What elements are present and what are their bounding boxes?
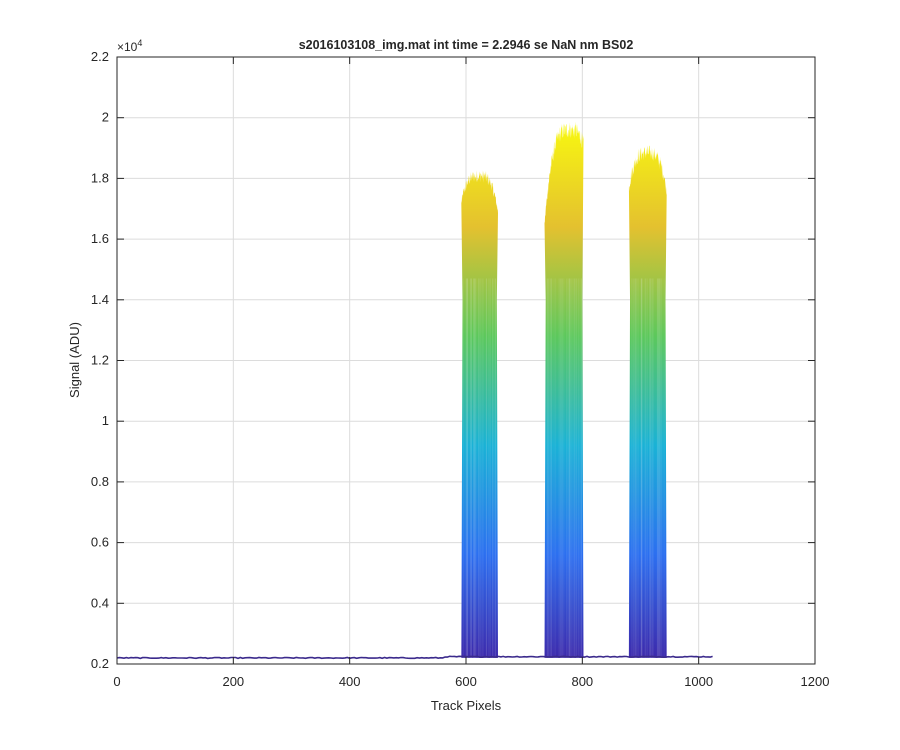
chart-title: s2016103108_img.mat int time = 2.2946 se… [299,38,634,52]
x-tick-label: 800 [571,674,593,689]
x-tick-label: 1000 [684,674,713,689]
y-tick-label: 0.8 [91,474,109,489]
x-tick-label: 200 [222,674,244,689]
y-exponent-base: ×10 [117,40,138,54]
data-series [116,121,713,660]
peak-2 [544,121,584,658]
y-tick-label: 1 [102,413,109,428]
peak-1 [461,170,498,658]
y-tick-label: 2 [102,110,109,125]
x-axis-label: Track Pixels [431,698,502,713]
baseline-line [116,655,713,660]
y-tick-label: 0.2 [91,656,109,671]
x-tick-label: 1200 [801,674,830,689]
y-exponent-label: ×104 [117,38,142,54]
y-tick-labels: 0.2 0.4 0.6 0.8 1 1.2 1.4 1.6 1.8 2 2.2 [91,49,109,671]
y-tick-label: 0.4 [91,595,109,610]
x-tick-label: 600 [455,674,477,689]
y-tick-label: 1.4 [91,292,109,307]
y-tick-label: 1.8 [91,170,109,185]
y-axis-label: Signal (ADU) [67,322,82,398]
peak-3 [628,145,667,658]
axes [116,56,816,665]
y-tick-label: 1.6 [91,231,109,246]
x-tick-labels: 0 200 400 600 800 1000 1200 [113,674,829,689]
y-tick-label: 0.6 [91,535,109,550]
y-exponent-power: 4 [137,38,142,48]
y-tick-label: 1.2 [91,353,109,368]
x-tick-label: 400 [339,674,361,689]
x-tick-label: 0 [113,674,120,689]
y-tick-label: 2.2 [91,49,109,64]
